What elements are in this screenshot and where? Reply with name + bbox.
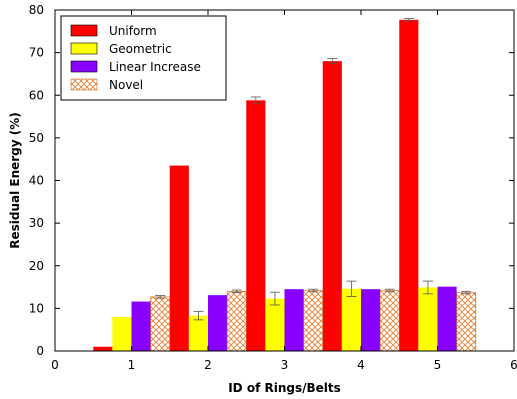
y-tick-label: 40 [29,174,44,188]
error-bar-geometric-4 [346,280,357,297]
error-bar-geometric-3 [269,291,280,306]
error-bar-geometric-5 [422,280,433,295]
error-bar-novel-1 [155,295,166,299]
x-axis: 0 1 2 3 4 5 6 [51,10,517,372]
y-tick-label: 80 [29,3,44,17]
bar-geometric-1 [112,316,132,351]
bar-novel-1 [150,296,171,352]
legend-label-linear-increase: Linear Increase [109,60,201,74]
x-tick-label: 6 [510,358,517,372]
x-tick-label: 3 [281,358,289,372]
legend-label-uniform: Uniform [109,24,157,38]
legend-swatch-geometric [70,42,98,55]
error-bar-novel-4 [384,288,395,293]
bar-uniform-2 [169,165,189,351]
error-bars-group [155,18,472,321]
bar-novel-5 [456,292,477,352]
bar-linear-increase-1 [131,301,151,351]
y-axis: 0 10 20 30 40 50 60 70 80 [29,3,514,358]
bar-linear-increase-2 [208,295,228,351]
error-bar-novel-3 [308,288,319,293]
error-bar-geometric-2 [193,310,204,321]
x-tick-label: 2 [204,358,212,372]
bar-uniform-4 [322,61,342,352]
error-bar-uniform-5 [403,18,414,22]
bar-novel-4 [379,290,400,352]
error-bar-novel-5 [461,290,472,295]
y-tick-label: 20 [29,259,44,273]
bar-novel-3 [303,290,324,352]
legend-label-novel: Novel [109,78,143,92]
bar-uniform-1 [93,346,113,351]
y-tick-label: 60 [29,88,44,102]
bar-novel-2 [226,291,247,352]
legend-swatch-linear-increase [70,60,98,73]
error-bar-uniform-3 [250,96,261,105]
y-tick-label: 10 [29,301,44,315]
x-tick-label: 1 [128,358,136,372]
legend-swatch-uniform [70,24,98,37]
y-tick-label: 50 [29,131,44,145]
bar-uniform-3 [246,100,266,352]
x-tick-label: 4 [357,358,365,372]
bar-geometric-2 [188,315,208,351]
bar-geometric-3 [265,298,285,351]
y-tick-label: 0 [36,344,44,358]
bar-linear-increase-3 [284,289,304,351]
legend: Uniform Geometric Linear Increase Novel [60,15,227,101]
x-tick-label: 0 [51,358,59,372]
bars-group [93,19,477,352]
error-bar-uniform-4 [327,58,338,65]
error-bar-novel-2 [231,289,242,294]
y-tick-label: 70 [29,46,44,60]
bar-uniform-5 [399,19,419,352]
bar-geometric-4 [341,288,361,351]
bar-linear-increase-4 [361,289,381,351]
bar-linear-increase-5 [437,286,457,351]
x-axis-title: ID of Rings/Belts [228,381,341,395]
x-tick-label: 5 [434,358,442,372]
y-tick-label: 30 [29,216,44,230]
y-axis-title: Residual Energy (%) [8,112,22,249]
bar-geometric-5 [418,287,438,351]
legend-swatch-novel [70,78,98,91]
legend-label-geometric: Geometric [109,42,172,56]
